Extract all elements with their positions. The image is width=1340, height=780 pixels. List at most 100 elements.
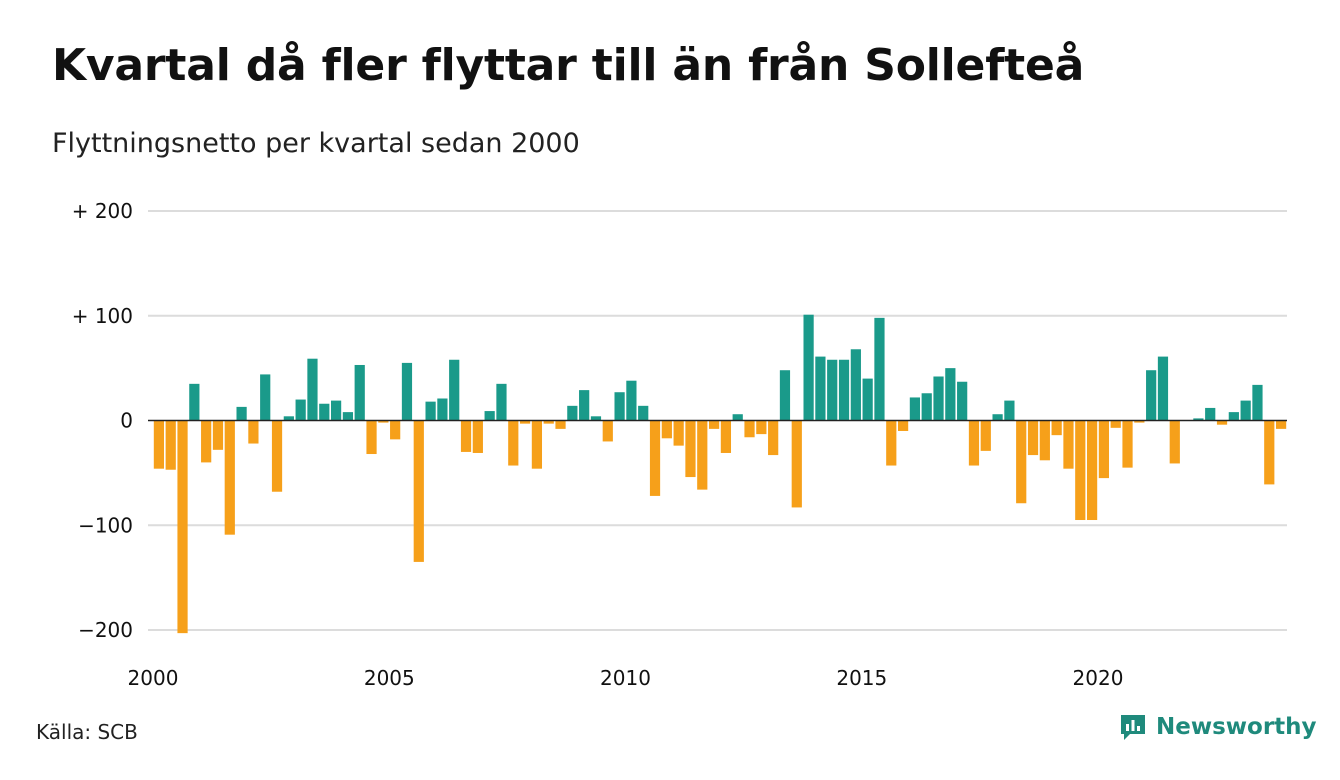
bar-2015-q1 xyxy=(862,378,873,421)
x-tick-label: 2000 xyxy=(128,666,179,690)
bar-2019-q1 xyxy=(1051,420,1062,436)
bar-2017-q4 xyxy=(992,414,1003,421)
bar-2016-q2 xyxy=(921,393,932,421)
bar-2019-q2 xyxy=(1063,420,1074,469)
bar-2003-q1 xyxy=(295,399,306,421)
bar-2015-q3 xyxy=(886,420,897,466)
bar-2009-q4 xyxy=(614,392,625,421)
bar-2009-q3 xyxy=(602,420,613,442)
bar-2023-q3 xyxy=(1264,420,1275,485)
bar-2022-q3 xyxy=(1216,420,1228,425)
y-tick-label: −200 xyxy=(78,618,133,642)
source-note: Källa: SCB xyxy=(36,720,138,744)
bar-2017-q3 xyxy=(980,420,991,451)
bar-2020-q3 xyxy=(1122,420,1133,468)
y-tick-label: + 200 xyxy=(72,199,133,223)
bar-2019-q3 xyxy=(1075,420,1086,521)
bar-2023-q4 xyxy=(1275,420,1287,429)
bar-2018-q3 xyxy=(1027,420,1039,456)
bar-2012-q1 xyxy=(720,420,732,453)
x-tick-label: 2015 xyxy=(836,666,887,690)
bar-2004-q4 xyxy=(378,420,389,423)
bar-2016-q1 xyxy=(909,397,921,421)
bar-2012-q3 xyxy=(744,420,755,438)
bar-2020-q4 xyxy=(1134,420,1145,423)
bar-2023-q1 xyxy=(1240,400,1251,421)
bar-2002-q2 xyxy=(260,374,271,421)
bar-2006-q4 xyxy=(472,420,483,453)
bar-2019-q4 xyxy=(1086,420,1098,521)
bar-2005-q4 xyxy=(425,401,436,421)
bar-2011-q1 xyxy=(673,420,684,446)
bar-2001-q4 xyxy=(236,406,247,421)
bar-2004-q1 xyxy=(342,412,354,421)
bar-2010-q3 xyxy=(649,420,661,496)
x-tick-label: 2020 xyxy=(1073,666,1124,690)
bar-2007-q1 xyxy=(484,411,495,421)
bar-2020-q1 xyxy=(1098,420,1110,479)
bar-2021-q2 xyxy=(1157,356,1169,421)
bar-2017-q1 xyxy=(957,381,968,421)
bar-2000-q4 xyxy=(189,383,200,421)
bar-2012-q4 xyxy=(756,420,767,435)
bar-2007-q3 xyxy=(508,420,519,466)
bar-layer xyxy=(153,314,1287,634)
y-tick-label: 0 xyxy=(120,409,133,433)
bar-2023-q2 xyxy=(1252,384,1263,421)
bar-2014-q3 xyxy=(838,359,850,421)
bar-2010-q4 xyxy=(661,420,672,439)
bar-2001-q3 xyxy=(224,420,235,535)
bar-2010-q1 xyxy=(626,380,637,421)
bar-2008-q1 xyxy=(531,420,543,469)
bar-2001-q1 xyxy=(201,420,212,463)
bar-2003-q4 xyxy=(330,400,342,421)
bar-2021-q1 xyxy=(1146,370,1157,421)
x-tick-label: 2005 xyxy=(364,666,415,690)
newsworthy-logo-icon xyxy=(1121,715,1145,740)
chart-title: Kvartal då fler flyttar till än från Sol… xyxy=(52,40,1085,91)
bar-2008-q2 xyxy=(543,420,554,424)
bar-2022-q4 xyxy=(1228,412,1239,421)
bar-2014-q2 xyxy=(827,359,838,421)
bar-2006-q3 xyxy=(460,420,472,452)
bar-2001-q2 xyxy=(212,420,224,450)
bar-2007-q4 xyxy=(519,420,531,424)
bar-2020-q2 xyxy=(1110,420,1121,428)
bar-2004-q2 xyxy=(354,364,365,421)
bar-2003-q3 xyxy=(319,403,330,421)
bar-2015-q2 xyxy=(874,317,885,421)
bar-2016-q4 xyxy=(945,368,956,421)
y-tick-label: −100 xyxy=(78,513,133,537)
bar-2005-q2 xyxy=(401,362,413,421)
bar-2012-q2 xyxy=(732,414,743,421)
bar-2000-q1 xyxy=(153,420,165,469)
bar-2004-q3 xyxy=(366,420,377,455)
bar-2002-q4 xyxy=(283,416,294,421)
newsworthy-logo: Newsworthy xyxy=(1118,712,1317,742)
axis-layer: + 200 + 100 0 −100 −200 2000 2005 2010 2015 2020 xyxy=(72,199,1287,690)
bar-2002-q1 xyxy=(248,420,259,444)
bar-2021-q3 xyxy=(1169,420,1180,464)
bar-2006-q1 xyxy=(437,398,448,421)
bar-2010-q2 xyxy=(638,405,649,421)
bar-2000-q3 xyxy=(177,420,188,634)
bar-2018-q4 xyxy=(1039,420,1050,461)
newsworthy-logo-text: Newsworthy xyxy=(1156,714,1317,740)
y-tick-label: + 100 xyxy=(72,304,133,328)
bar-2014-q1 xyxy=(815,356,826,421)
bar-2011-q2 xyxy=(685,420,696,478)
bar-2003-q2 xyxy=(307,358,318,421)
x-tick-label: 2010 xyxy=(600,666,651,690)
bar-2007-q2 xyxy=(496,383,507,421)
bar-2018-q1 xyxy=(1004,400,1015,421)
bar-2016-q3 xyxy=(933,376,944,421)
bar-2013-q4 xyxy=(803,314,814,421)
bar-2018-q2 xyxy=(1016,420,1027,504)
bar-2008-q3 xyxy=(555,420,566,429)
bar-2009-q2 xyxy=(590,416,602,421)
chart-subtitle: Flyttningsnetto per kvartal sedan 2000 xyxy=(52,128,580,159)
bar-2005-q1 xyxy=(390,420,401,440)
bar-2015-q4 xyxy=(897,420,909,431)
bar-2013-q2 xyxy=(779,370,791,421)
